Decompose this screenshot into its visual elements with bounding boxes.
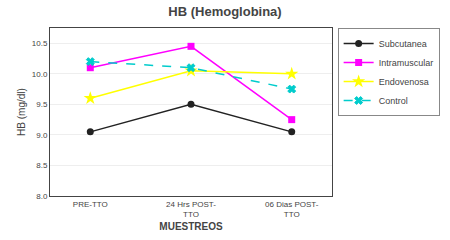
svg-text:24 Hrs POST-TTO: 24 Hrs POST-TTO xyxy=(166,200,216,219)
svg-text:9.5: 9.5 xyxy=(36,100,48,109)
svg-text:PRE-TTO: PRE-TTO xyxy=(73,200,108,209)
svg-text:Endovenosa: Endovenosa xyxy=(379,77,429,87)
svg-text:8.5: 8.5 xyxy=(36,161,48,170)
svg-text:MUESTREOS: MUESTREOS xyxy=(159,221,223,232)
svg-text:9.0: 9.0 xyxy=(36,131,48,140)
svg-text:8.0: 8.0 xyxy=(36,192,48,201)
svg-text:10.5: 10.5 xyxy=(32,39,48,48)
svg-text:HB (mg/dl): HB (mg/dl) xyxy=(16,88,27,136)
svg-text:06 Dias POST-TTO: 06 Dias POST-TTO xyxy=(265,200,319,219)
svg-text:HB (Hemoglobina): HB (Hemoglobina) xyxy=(168,4,281,19)
svg-text:10.0: 10.0 xyxy=(32,70,48,79)
svg-text:Intramuscular: Intramuscular xyxy=(379,58,434,68)
svg-text:Control: Control xyxy=(379,96,408,106)
svg-text:Subcutanea: Subcutanea xyxy=(379,39,427,49)
